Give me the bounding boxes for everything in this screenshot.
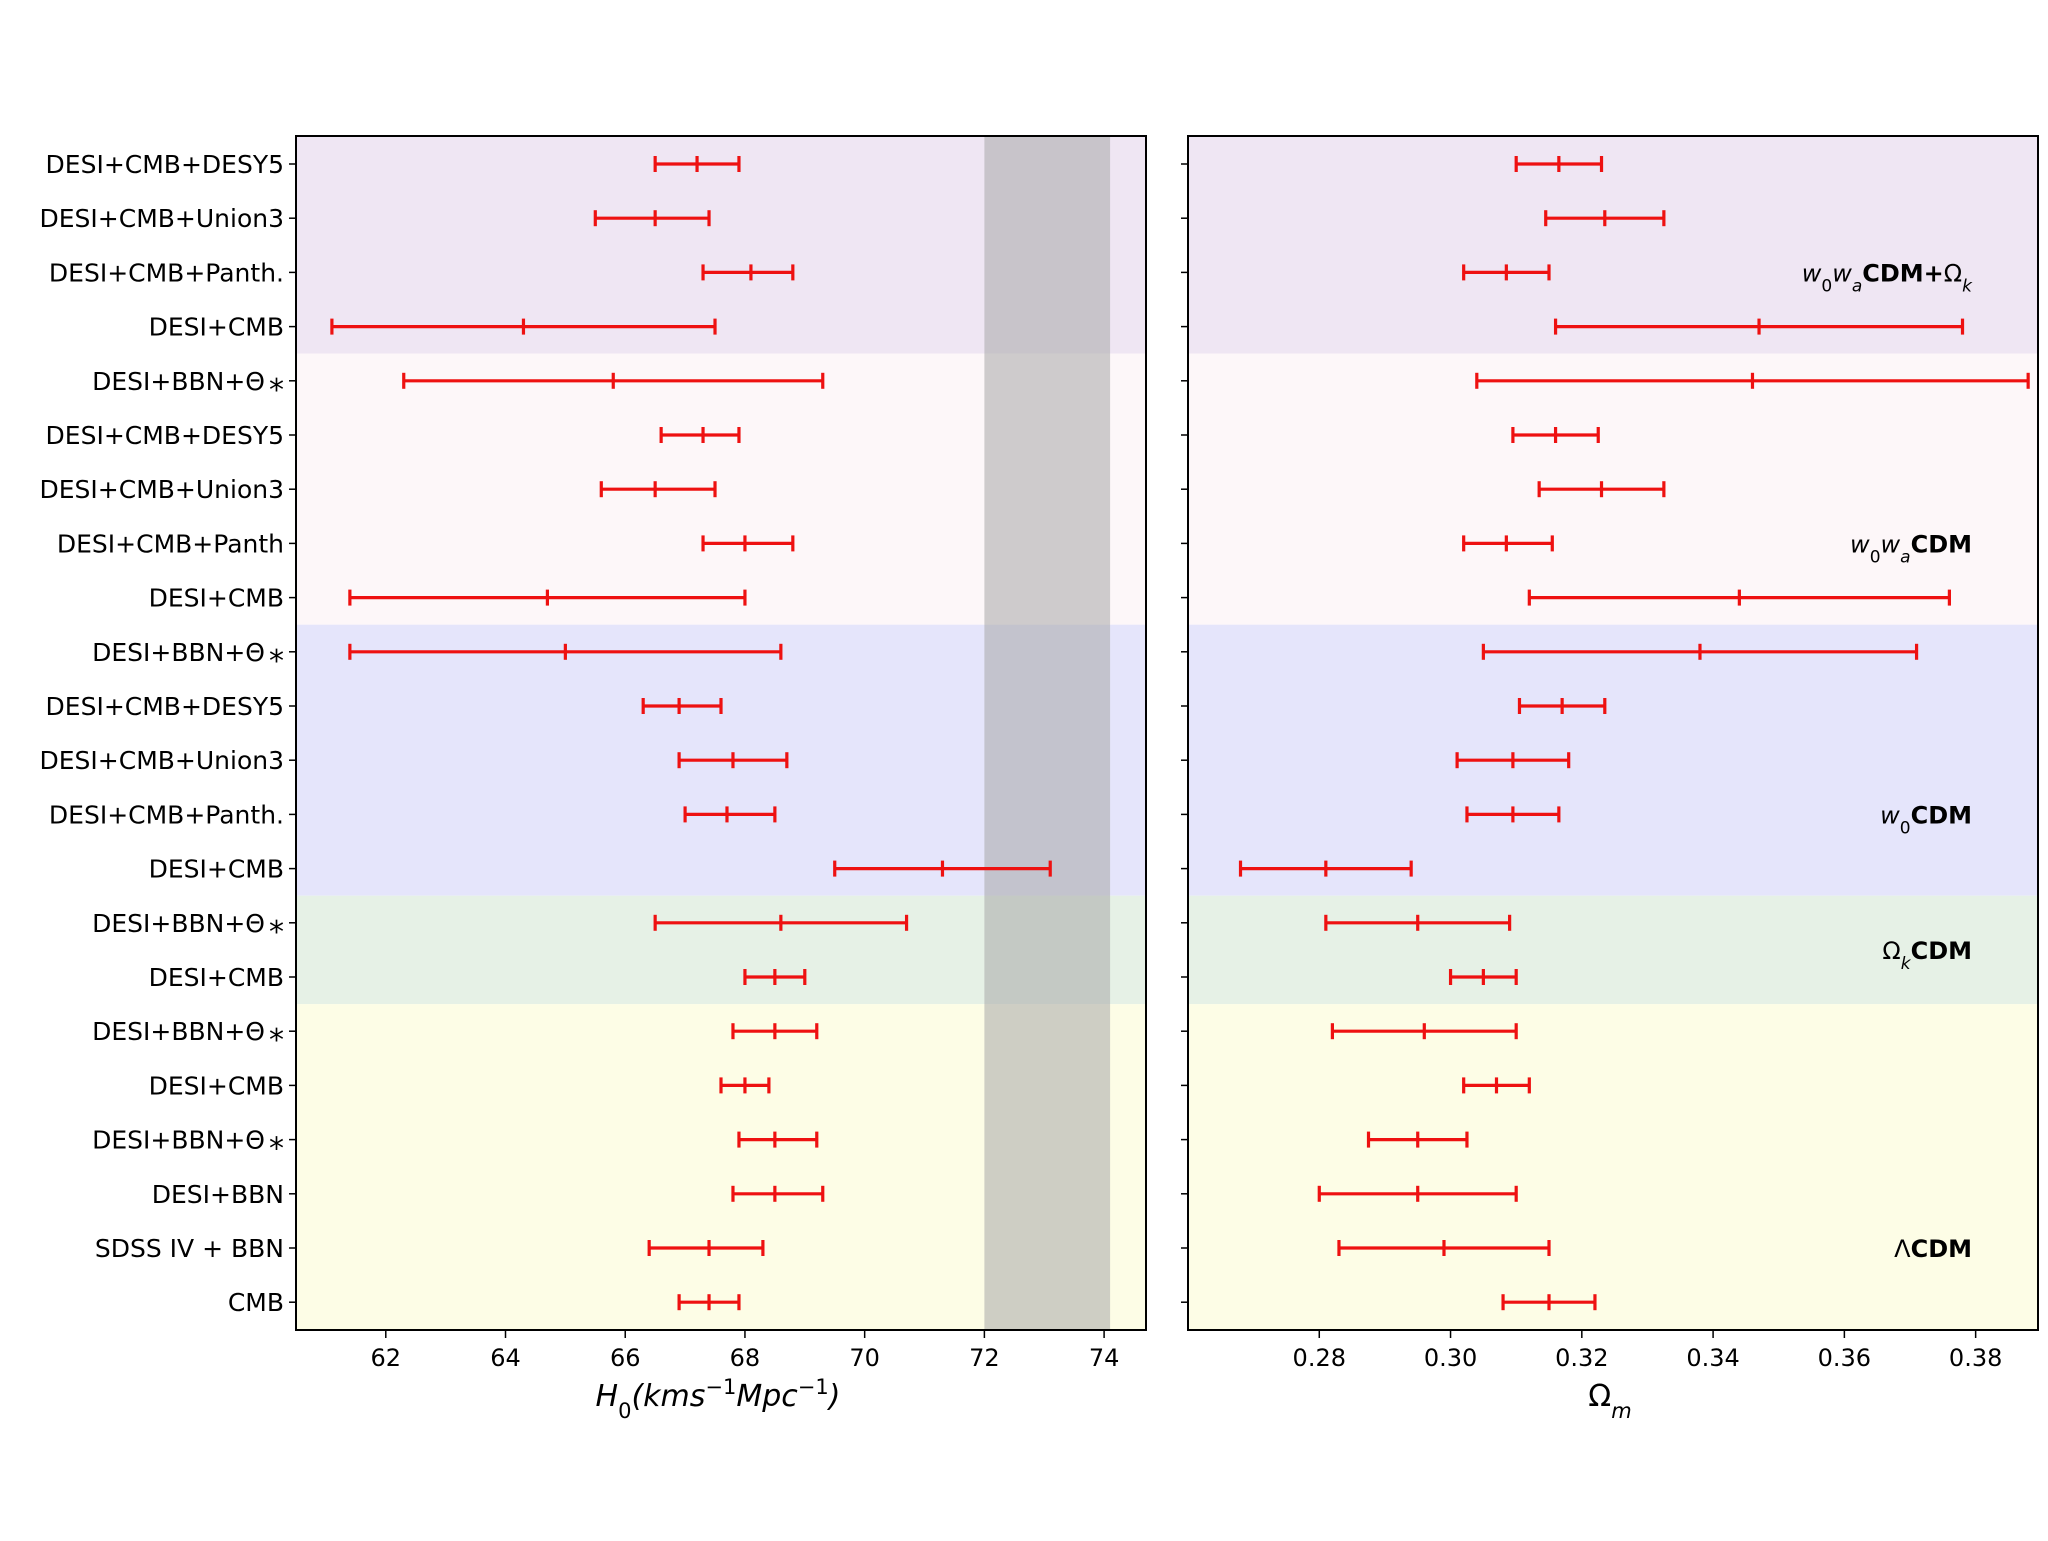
x-tick-label: 72: [969, 1344, 1000, 1372]
row-label: DESI+BBN+Θ *: [92, 1126, 284, 1167]
row-label: DESI+BBN+Θ *: [92, 909, 284, 950]
row-label: DESI+BBN+Θ *: [92, 638, 284, 679]
x-tick-label: 74: [1089, 1344, 1120, 1372]
errorbar: [701, 535, 795, 552]
h0-axis-label: H0(kms−1Mpc−1): [596, 1375, 841, 1423]
row-label: DESI+BBN: [152, 1180, 284, 1209]
errorbar: [641, 698, 723, 714]
errorbar: [647, 1240, 765, 1256]
omega-m-axis-label: Ωm: [1588, 1379, 1631, 1423]
row-label: DESI+CMB+DESY5: [46, 421, 284, 450]
errorbar: [1462, 535, 1554, 552]
errorbar: [1553, 318, 1965, 335]
errorbar: [677, 1294, 741, 1311]
row-label: DESI+BBN+Θ *: [92, 367, 284, 408]
model-label-omegak: ΩkCDM: [1882, 937, 1972, 974]
row-label: DESI+CMB+Union3: [40, 475, 285, 504]
h0-shaded-band: [984, 136, 1111, 1330]
errorbar: [593, 210, 711, 227]
x-tick-label: 0.28: [1293, 1344, 1346, 1372]
x-tick-label: 0.32: [1555, 1344, 1608, 1372]
errorbar: [348, 643, 783, 660]
errorbar: [719, 1077, 771, 1094]
errorbar: [1481, 643, 1919, 660]
band-omegak: [1188, 895, 2038, 1005]
errorbar: [1514, 156, 1604, 172]
errorbar: [599, 481, 717, 498]
errorbar: [348, 589, 747, 606]
errorbar: [701, 264, 795, 281]
row-label: DESI+CMB+DESY5: [46, 692, 284, 721]
errorbar: [1462, 264, 1551, 281]
row-label: DESI+CMB+Panth.: [49, 258, 284, 287]
model-label-w0wa: w0waCDM: [1850, 530, 1972, 567]
band-lcdm: [1188, 1004, 2038, 1330]
band-w0: [1188, 624, 2038, 896]
errorbar: [653, 156, 741, 172]
row-label: DESI+CMB: [149, 584, 284, 613]
errorbar: [731, 1185, 825, 1202]
x-tick-label: 66: [610, 1344, 641, 1372]
row-labels: DESI+CMB+DESY5 DESI+CMB+Union3 DESI+CMB+Pa…: [40, 150, 285, 1317]
errorbar: [731, 1023, 819, 1040]
x-tick-label: 0.36: [1818, 1344, 1871, 1372]
model-label-lcdm: ΛCDM: [1894, 1235, 1972, 1263]
errorbar: [1544, 210, 1666, 227]
row-label: DESI+CMB+DESY5: [46, 150, 284, 179]
errorbar: [1324, 914, 1512, 931]
x-tick-label: 0.30: [1424, 1344, 1477, 1372]
errorbar: [402, 372, 825, 389]
row-label: DESI+CMB: [149, 855, 284, 884]
model-label-w0: w0CDM: [1880, 801, 1972, 838]
errorbar: [1537, 481, 1666, 498]
errorbar: [833, 860, 1052, 877]
row-label: DESI+BBN+Θ *: [92, 1017, 284, 1058]
x-tick-label: 0.34: [1686, 1344, 1739, 1372]
errorbar: [743, 969, 807, 985]
row-label: DESI+CMB: [149, 963, 284, 992]
errorbar: [659, 427, 741, 443]
x-tick-label: 68: [730, 1344, 761, 1372]
errorbar: [1448, 969, 1518, 985]
errorbar: [1337, 1240, 1551, 1256]
errorbar: [653, 914, 909, 931]
errorbar: [1330, 1023, 1518, 1040]
row-label: DESI+CMB+Panth: [57, 529, 284, 558]
errorbar: [1366, 1131, 1469, 1148]
model-label-w0wa_omegak: w0waCDM+Ωk: [1802, 259, 1973, 296]
errorbar: [1317, 1185, 1518, 1202]
omega-m-panel: 0.28 0.30 0.32 0.34 0.36 0.38 w0waCDM+Ωk w0waCD…: [1181, 135, 2039, 1372]
row-label: DESI+CMB+Union3: [40, 204, 285, 233]
x-tick-label: 62: [371, 1344, 402, 1372]
errorbar: [1501, 1294, 1597, 1311]
x-tick-label: 70: [849, 1344, 880, 1372]
errorbar: [1475, 372, 2030, 389]
errorbar: [1455, 752, 1571, 769]
errorbar: [330, 318, 717, 335]
row-label: DESI+CMB+Panth.: [49, 800, 284, 829]
errorbar: [737, 1131, 819, 1148]
row-label: DESI+CMB: [149, 1071, 284, 1100]
row-label: DESI+CMB+Union3: [40, 746, 285, 775]
errorbar: [677, 752, 789, 769]
errorbar: [1517, 698, 1607, 714]
x-tick-label: 64: [490, 1344, 521, 1372]
band-w0wa_omegak: [1188, 136, 2038, 354]
plot-frame: [295, 135, 1147, 1331]
errorbar: [1462, 1077, 1531, 1094]
x-tick-label: 0.38: [1949, 1344, 2002, 1372]
errorbar: [1238, 860, 1413, 877]
plot-frame: [1187, 135, 2039, 1331]
row-label: SDSS IV + BBN: [95, 1234, 284, 1263]
errorbar: [1465, 806, 1561, 823]
row-label: CMB: [228, 1288, 284, 1317]
row-label: DESI+CMB: [149, 313, 284, 342]
errorbar: [683, 806, 777, 823]
errorbar: [1511, 427, 1600, 443]
errorbar: [1527, 589, 1951, 606]
h0-panel: 62 64 66 68 70 72 74: [289, 135, 1147, 1372]
